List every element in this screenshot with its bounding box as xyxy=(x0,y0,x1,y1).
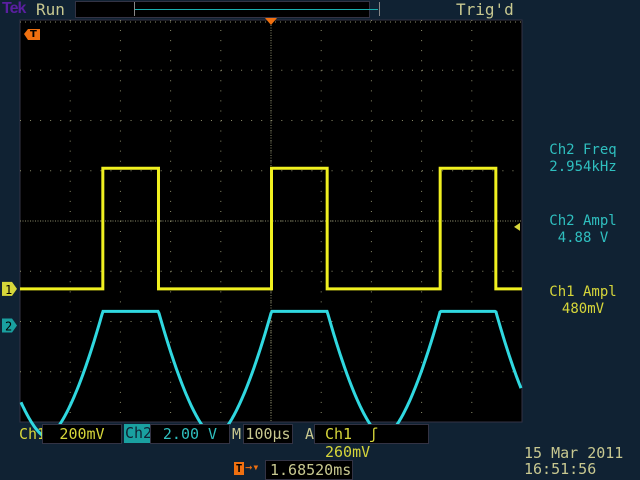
measurement-label: Ch1 Ampl xyxy=(549,284,617,300)
arrow-right-icon: →▾ xyxy=(245,460,260,474)
trigger-settings[interactable]: Ch1 ʃ 260mV xyxy=(314,424,429,461)
trigger-position-marker xyxy=(265,18,277,25)
ch1-ground-marker xyxy=(2,281,17,296)
rising-edge-icon: ʃ xyxy=(369,425,379,443)
measurement-value: 4.88 V xyxy=(557,230,609,246)
trigger-marker-label: T xyxy=(30,29,37,40)
ch1-marker-label: 1 xyxy=(5,283,12,297)
trigger-marker-icon xyxy=(24,29,40,40)
ch2-waveform xyxy=(19,309,523,439)
measurement-label: Ch2 Ampl xyxy=(549,213,617,229)
measurement-ch2-ampl: Ch2 Ampl 4.88 V xyxy=(528,213,638,247)
measurement-value: 2.954kHz xyxy=(549,159,617,175)
measurement-ch2-freq: Ch2 Freq 2.954kHz xyxy=(528,142,638,176)
trigger-level-marker xyxy=(514,222,520,231)
date: 15 Mar 2011 xyxy=(524,444,624,462)
ch1-waveform xyxy=(20,166,522,291)
trigger-state: Trig'd xyxy=(456,0,514,19)
ch1-scale[interactable]: 200mV xyxy=(42,424,122,444)
tek-logo: Tek xyxy=(2,0,26,17)
ch2-label[interactable]: Ch2 xyxy=(124,424,154,443)
measurement-label: Ch2 Freq xyxy=(549,142,617,158)
timebase[interactable]: 100µs xyxy=(243,424,293,444)
acquisition-state: Run xyxy=(36,0,65,19)
ch2-scale[interactable]: 2.00 V xyxy=(150,424,230,444)
trigger-label: A xyxy=(305,425,315,443)
ch2-marker-label: 2 xyxy=(5,319,12,333)
trigger-source: Ch1 xyxy=(325,425,353,443)
ch1-label[interactable]: Ch1 xyxy=(19,425,47,443)
time: 16:51:56 xyxy=(524,460,597,478)
timebase-label: M xyxy=(232,425,242,443)
trigger-level: 260mV xyxy=(325,443,371,461)
trigger-position[interactable]: 1.68520ms xyxy=(265,460,353,480)
record-window xyxy=(134,2,380,16)
measurement-ch1-ampl: Ch1 Ampl 480mV xyxy=(528,284,638,318)
trigger-position-icon: T xyxy=(234,462,244,475)
ch2-ground-marker xyxy=(2,318,17,333)
record-line xyxy=(135,9,378,10)
measurement-value: 480mV xyxy=(561,301,605,317)
